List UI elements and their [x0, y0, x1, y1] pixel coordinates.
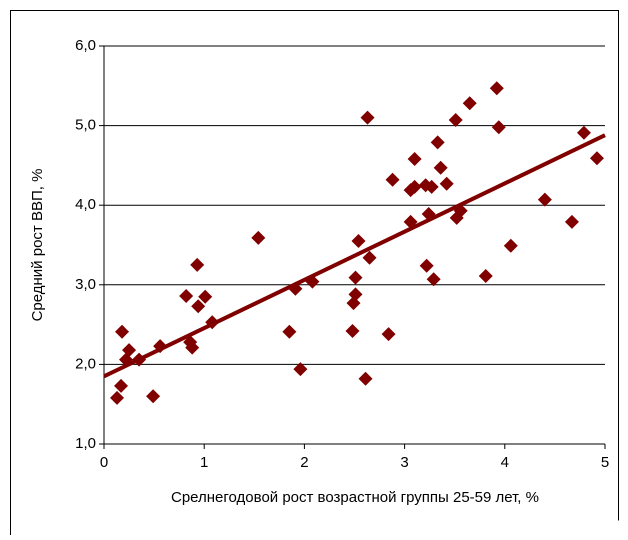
point [462, 96, 477, 111]
point [564, 214, 579, 229]
point [146, 389, 161, 404]
point [122, 343, 137, 358]
x-tick-label: 3 [400, 454, 408, 471]
x-tick-label: 5 [601, 454, 609, 471]
x-tick-label: 2 [300, 454, 308, 471]
point [381, 327, 396, 342]
point [407, 179, 422, 194]
trend-line [103, 133, 606, 379]
point [430, 135, 445, 150]
point [439, 176, 454, 191]
point [433, 160, 448, 175]
point [589, 151, 604, 166]
point [114, 378, 129, 393]
y-tick-label: 2,0 [75, 355, 96, 372]
x-axis-label: Срелнегодовой рост возрастной группы 25-… [171, 489, 539, 506]
y-tick-label: 3,0 [75, 276, 96, 293]
point [198, 289, 213, 304]
point [537, 192, 552, 207]
point [478, 269, 493, 284]
y-tick-label: 1,0 [75, 435, 96, 452]
x-tick-label: 0 [100, 454, 108, 471]
y-tick-label: 4,0 [75, 196, 96, 213]
point [251, 230, 266, 245]
point [119, 352, 134, 367]
point [293, 362, 308, 377]
point [282, 324, 297, 339]
x-tick-label: 1 [200, 454, 208, 471]
point [358, 371, 373, 386]
point [362, 250, 377, 265]
point [407, 152, 422, 167]
point [503, 238, 518, 253]
point [424, 179, 439, 194]
y-axis-label: Средний рост ВВП, % [29, 169, 46, 322]
point [576, 125, 591, 140]
point [115, 324, 130, 339]
point [348, 270, 363, 285]
point [448, 113, 463, 128]
point [348, 287, 363, 302]
point [179, 288, 194, 303]
point [110, 390, 125, 405]
point [185, 340, 200, 355]
x-tick-label: 4 [501, 454, 509, 471]
point [426, 272, 441, 287]
point [191, 299, 206, 314]
point [385, 172, 400, 187]
point [360, 110, 375, 125]
point [190, 257, 205, 272]
chart-border [10, 10, 619, 535]
point [491, 120, 506, 135]
point [489, 81, 504, 96]
point [351, 234, 366, 249]
y-tick-label: 6,0 [75, 37, 96, 54]
point [419, 258, 434, 273]
point [345, 323, 360, 338]
y-tick-label: 5,0 [75, 117, 96, 134]
